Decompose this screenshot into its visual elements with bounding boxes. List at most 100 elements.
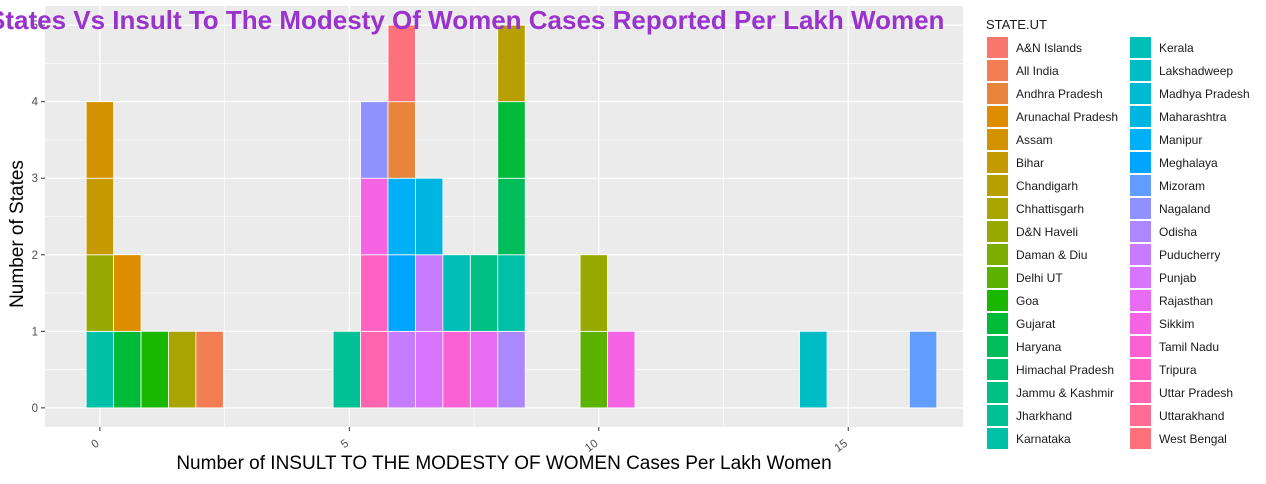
y-axis-title: Number of States xyxy=(7,160,28,308)
legend-label: Assam xyxy=(1016,133,1053,147)
legend-key xyxy=(1130,359,1151,380)
legend-label: Odisha xyxy=(1159,225,1197,239)
legend-label: Himachal Pradesh xyxy=(1016,363,1114,377)
legend-key xyxy=(987,106,1008,127)
legend-label: Meghalaya xyxy=(1159,156,1218,170)
legend-label: A&N Islands xyxy=(1016,41,1082,55)
x-tick-label: 0 xyxy=(89,438,101,452)
bar-segment xyxy=(415,330,444,409)
legend-label: Madhya Pradesh xyxy=(1159,87,1250,101)
legend-key xyxy=(987,290,1008,311)
plot-area xyxy=(45,6,963,427)
legend-label: Delhi UT xyxy=(1016,271,1063,285)
bar-segment xyxy=(387,101,416,179)
bar-segment xyxy=(360,101,389,179)
y-tick-label: 5 xyxy=(32,20,38,32)
bar-segment xyxy=(442,330,471,409)
legend-key xyxy=(987,244,1008,265)
legend: A&N Islands All India Andhra Pradesh Arunac… xyxy=(987,37,1250,449)
legend-key xyxy=(987,175,1008,196)
legend-key xyxy=(1130,83,1151,104)
y-tick-label: 1 xyxy=(32,326,38,338)
bar-segment xyxy=(140,330,169,409)
x-tick-label: 15 xyxy=(833,438,850,455)
legend-key xyxy=(987,359,1008,380)
legend-label: Haryana xyxy=(1016,340,1062,354)
bar-segment xyxy=(168,330,197,409)
legend-key xyxy=(1130,267,1151,288)
legend-label: Jammu & Kashmir xyxy=(1016,386,1114,400)
legend-key xyxy=(987,60,1008,81)
legend-label: Uttar Pradesh xyxy=(1159,386,1233,400)
bar-segment xyxy=(387,177,416,256)
legend-label: Andhra Pradesh xyxy=(1016,87,1103,101)
legend-label: Chandigarh xyxy=(1016,179,1078,193)
bar-segment xyxy=(85,254,115,332)
x-tick-label: 5 xyxy=(339,438,351,452)
legend-key xyxy=(1130,382,1151,403)
legend-label: Jharkhand xyxy=(1016,409,1072,423)
bar-segment xyxy=(332,330,361,409)
legend-label: Rajasthan xyxy=(1159,294,1213,308)
legend-key xyxy=(1130,37,1151,58)
legend-key xyxy=(1130,244,1151,265)
bar-segment xyxy=(85,330,115,409)
bar-segment xyxy=(469,330,499,409)
legend-label: Gujarat xyxy=(1016,317,1056,331)
bar-segment xyxy=(497,24,526,103)
legend-label: West Bengal xyxy=(1159,432,1227,446)
legend-key xyxy=(1130,175,1151,196)
legend-key xyxy=(1130,198,1151,219)
legend-key xyxy=(987,152,1008,173)
legend-key xyxy=(1130,290,1151,311)
legend-key xyxy=(987,428,1008,449)
bar-segment xyxy=(85,101,115,179)
chart-title: States Vs Insult To The Modesty Of Women… xyxy=(0,5,944,35)
legend-label: Punjab xyxy=(1159,271,1197,285)
legend-label: Manipur xyxy=(1159,133,1202,147)
legend-label: Tamil Nadu xyxy=(1159,340,1219,354)
legend-key xyxy=(1130,313,1151,334)
legend-label: Goa xyxy=(1016,294,1039,308)
legend-key xyxy=(987,382,1008,403)
bar-segment xyxy=(415,177,444,256)
bar-segment xyxy=(360,254,389,332)
legend-key xyxy=(987,129,1008,150)
legend-label: Nagaland xyxy=(1159,202,1210,216)
legend-label: Mizoram xyxy=(1159,179,1205,193)
bar-segment xyxy=(387,24,416,103)
legend-label: Kerala xyxy=(1159,41,1194,55)
legend-label: Maharashtra xyxy=(1159,110,1227,124)
bar-segment xyxy=(113,330,142,409)
bar-segment xyxy=(579,254,608,332)
y-tick-label: 2 xyxy=(32,250,38,262)
legend-key xyxy=(987,336,1008,357)
bar-segment xyxy=(497,177,526,256)
legend-key xyxy=(1130,129,1151,150)
legend-title: STATE.UT xyxy=(986,17,1047,32)
bar-segment xyxy=(579,330,608,409)
y-tick-label: 3 xyxy=(32,173,38,185)
bar-segment xyxy=(497,101,526,179)
legend-label: D&N Haveli xyxy=(1016,225,1078,239)
bar-segment xyxy=(85,177,115,256)
bar-segment xyxy=(113,254,142,332)
legend-label: Karnataka xyxy=(1016,432,1071,446)
legend-label: Arunachal Pradesh xyxy=(1016,110,1118,124)
legend-label: Sikkim xyxy=(1159,317,1194,331)
legend-key xyxy=(987,267,1008,288)
bar-segment xyxy=(360,330,389,409)
legend-key xyxy=(1130,428,1151,449)
legend-key xyxy=(987,83,1008,104)
legend-key xyxy=(1130,405,1151,426)
legend-label: All India xyxy=(1016,64,1059,78)
bar-segment xyxy=(442,254,471,332)
y-tick-label: 0 xyxy=(32,403,38,415)
legend-key xyxy=(987,405,1008,426)
bar-segment xyxy=(415,254,444,332)
bar-segment xyxy=(497,330,526,409)
legend-key xyxy=(987,37,1008,58)
legend-label: Tripura xyxy=(1159,363,1197,377)
bar-segment xyxy=(908,330,938,409)
